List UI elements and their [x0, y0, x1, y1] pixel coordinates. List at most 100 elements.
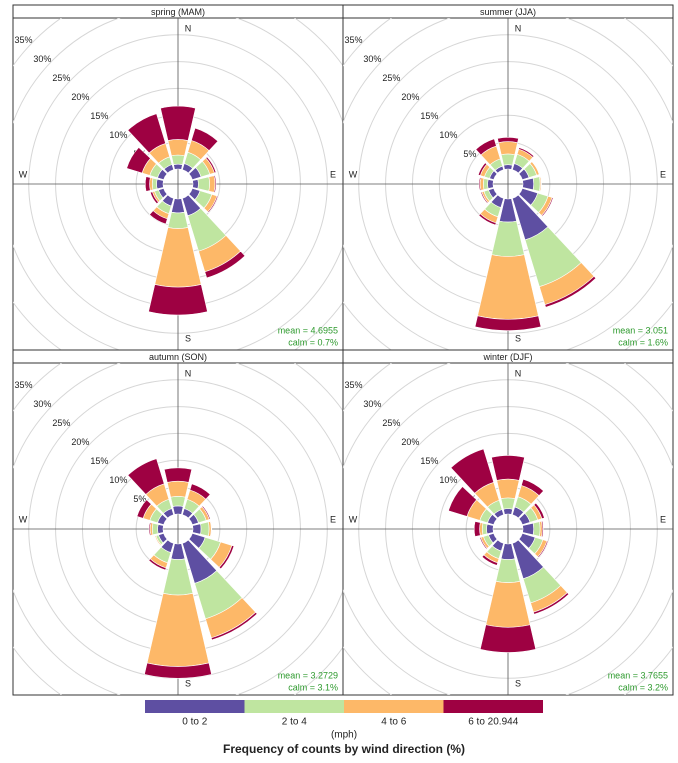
rose-segment: [213, 175, 217, 193]
compass-label: E: [660, 514, 666, 524]
rose-segment: [151, 522, 159, 536]
r-tick-label: 35%: [14, 380, 32, 390]
annotation: mean = 3.7655: [608, 670, 668, 680]
legend-label: 2 to 4: [282, 717, 307, 728]
rose-segment: [483, 178, 489, 190]
rose-segment: [208, 175, 216, 193]
rose-segment: [540, 176, 542, 192]
annotation: calm = 3.1%: [288, 682, 338, 692]
compass-label: S: [515, 333, 521, 343]
rose-segment: [149, 191, 159, 205]
compass-label: S: [185, 678, 191, 688]
rose-segment: [210, 611, 258, 641]
rose-segment: [189, 483, 211, 500]
rose-segment: [473, 521, 481, 537]
rose-segment: [218, 545, 235, 570]
r-tick-label: 25%: [52, 73, 70, 83]
rose-segment: [149, 210, 168, 225]
annotation: calm = 3.2%: [618, 682, 668, 692]
rose-segment: [531, 160, 541, 175]
compass-label: E: [330, 514, 336, 524]
rose-segment: [541, 197, 554, 217]
compass-label: W: [19, 514, 28, 524]
r-tick-label: 35%: [14, 35, 32, 45]
r-tick-label: 30%: [33, 399, 51, 409]
legend-title: Frequency of counts by wind direction (%…: [223, 742, 465, 756]
compass-label: S: [185, 333, 191, 343]
r-tick-label: 15%: [420, 456, 438, 466]
rose-segment: [480, 191, 489, 204]
rose-segment: [481, 522, 488, 536]
compass-label: N: [185, 368, 192, 378]
rose-segment: [126, 146, 151, 174]
rose-segment: [171, 154, 185, 166]
legend-label: 4 to 6: [381, 717, 406, 728]
rose-segment: [144, 176, 151, 192]
rose-segment: [127, 458, 165, 495]
rose-segment: [497, 137, 519, 144]
r-tick-label: 10%: [109, 130, 127, 140]
legend-swatch: [443, 700, 543, 713]
legend-swatch: [145, 700, 245, 713]
r-tick-label: 15%: [90, 111, 108, 121]
legend-label: 0 to 2: [182, 717, 207, 728]
rose-segment: [498, 141, 518, 156]
rose-segment: [532, 521, 541, 537]
r-tick-label: 5%: [463, 149, 476, 159]
r-tick-label: 5%: [133, 494, 146, 504]
annotation: mean = 3.2729: [278, 670, 338, 680]
panel-title: winter (DJF): [483, 352, 533, 362]
rose-segment: [127, 113, 166, 154]
panel: summer (JJA) 5% 10%15%20%25%30%35% N E S Wmean…: [342, 4, 674, 351]
rose-segment: [197, 176, 210, 192]
compass-label: W: [349, 169, 358, 179]
compass-label: E: [330, 169, 336, 179]
r-tick-label: 15%: [420, 111, 438, 121]
rose-segment: [486, 523, 494, 535]
r-tick-label: 30%: [363, 399, 381, 409]
rose-segment: [210, 521, 213, 537]
r-tick-label: 35%: [344, 35, 362, 45]
rose-segment: [500, 153, 516, 166]
rose-segment: [166, 480, 190, 498]
rose-segment: [479, 536, 488, 550]
rose-segment: [205, 156, 217, 174]
rose-segment: [200, 521, 210, 537]
rose-segment: [532, 176, 541, 192]
rose-segment: [537, 540, 549, 558]
legend-swatch: [244, 700, 344, 713]
panel-title: summer (JJA): [480, 7, 536, 17]
panel-title: autumn (SON): [149, 352, 207, 362]
rose-segment: [533, 502, 545, 520]
rose-segment: [481, 554, 499, 566]
rose-segment: [172, 505, 184, 515]
rose-segment: [491, 455, 525, 481]
rose-segment: [154, 535, 161, 547]
rose-segment: [450, 448, 495, 494]
r-tick-label: 30%: [33, 54, 51, 64]
r-tick-label: 20%: [401, 437, 419, 447]
rose-segment: [151, 177, 158, 191]
compass-label: W: [19, 169, 28, 179]
rose-segment: [522, 522, 535, 536]
annotation: mean = 4.6955: [278, 325, 338, 335]
rose-segment: [148, 284, 208, 316]
panel-title: spring (MAM): [151, 7, 205, 17]
r-tick-label: 20%: [71, 437, 89, 447]
r-tick-label: 20%: [71, 92, 89, 102]
compass-label: W: [349, 514, 358, 524]
r-tick-label: 10%: [109, 475, 127, 485]
panel: autumn (SON) 5% 10%15%20%25%30%35% N E S Wmean…: [12, 349, 344, 696]
rose-segment: [478, 213, 497, 226]
annotation: calm = 1.6%: [618, 337, 668, 347]
rose-segment: [192, 523, 202, 535]
r-tick-label: 25%: [382, 73, 400, 83]
rose-segment: [479, 624, 537, 653]
compass-label: N: [185, 23, 192, 33]
rose-segment: [148, 522, 152, 536]
legend-swatch: [344, 700, 444, 713]
compass-label: N: [515, 23, 522, 33]
